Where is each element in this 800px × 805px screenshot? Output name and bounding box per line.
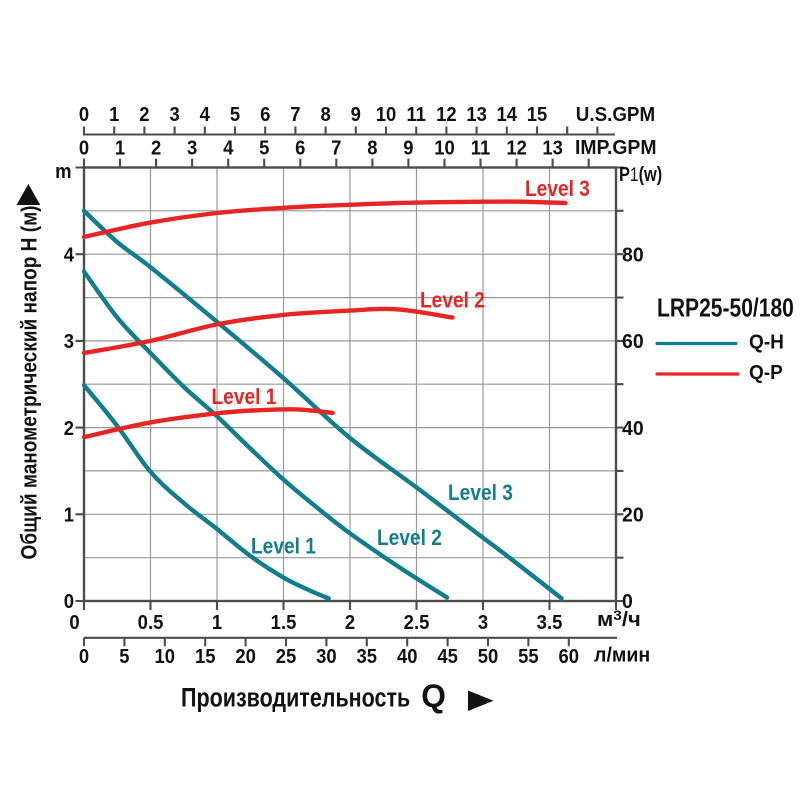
svg-text:Производительность: Производительность: [181, 683, 410, 713]
svg-text:10: 10: [434, 136, 455, 159]
svg-text:7: 7: [290, 103, 300, 126]
svg-text:0: 0: [79, 645, 89, 668]
svg-text:0: 0: [79, 136, 89, 159]
svg-text:1: 1: [212, 611, 222, 634]
svg-text:2: 2: [345, 611, 355, 634]
svg-text:40: 40: [622, 417, 644, 440]
svg-text:40: 40: [397, 645, 418, 668]
svg-text:3: 3: [478, 611, 488, 634]
svg-text:Q-H: Q-H: [749, 331, 784, 354]
svg-text:Level 2: Level 2: [377, 526, 442, 551]
svg-text:30: 30: [316, 645, 337, 668]
svg-text:Q: Q: [421, 678, 446, 714]
svg-text:0: 0: [622, 591, 633, 614]
svg-text:14: 14: [497, 103, 518, 126]
svg-text:6: 6: [260, 103, 270, 126]
svg-text:7: 7: [331, 136, 341, 159]
svg-text:5: 5: [230, 103, 240, 126]
svg-text:Level 1: Level 1: [251, 534, 316, 559]
svg-text:Level 3: Level 3: [525, 177, 590, 202]
svg-text:20: 20: [622, 504, 644, 527]
svg-text:5: 5: [259, 136, 269, 159]
svg-text:15: 15: [195, 645, 216, 668]
svg-text:8: 8: [320, 103, 330, 126]
svg-text:2.5: 2.5: [404, 611, 430, 634]
svg-text:м3/ч: м3/ч: [597, 609, 641, 631]
svg-text:U.S.GPM: U.S.GPM: [576, 103, 655, 126]
svg-text:9: 9: [403, 136, 413, 159]
svg-text:11: 11: [471, 136, 491, 159]
svg-text:13: 13: [466, 103, 487, 126]
svg-text:15: 15: [527, 103, 548, 126]
svg-text:60: 60: [622, 331, 644, 354]
svg-text:0.5: 0.5: [138, 611, 164, 634]
svg-text:80: 80: [622, 244, 644, 267]
svg-text:45: 45: [437, 645, 458, 668]
svg-text:LRP25-50/180: LRP25-50/180: [657, 295, 794, 324]
svg-text:Общий манометрический напор Н: Общий манометрический напор Н (м): [17, 206, 42, 560]
svg-text:3: 3: [187, 136, 197, 159]
svg-text:3.5: 3.5: [537, 611, 563, 634]
svg-text:Q-P: Q-P: [749, 361, 783, 384]
svg-text:1.5: 1.5: [271, 611, 297, 634]
svg-text:1: 1: [109, 103, 119, 126]
svg-text:4: 4: [200, 103, 210, 126]
svg-text:3: 3: [64, 330, 74, 353]
svg-text:25: 25: [276, 645, 297, 668]
svg-text:IMP.GPM: IMP.GPM: [575, 137, 657, 159]
svg-text:0: 0: [69, 611, 79, 634]
svg-text:6: 6: [295, 136, 305, 159]
svg-text:10: 10: [155, 645, 176, 668]
svg-text:л/мин: л/мин: [594, 644, 650, 666]
svg-text:4: 4: [64, 244, 74, 267]
svg-text:60: 60: [559, 645, 580, 668]
svg-text:35: 35: [357, 645, 378, 668]
svg-text:m: m: [55, 160, 71, 183]
svg-text:1: 1: [115, 136, 125, 159]
svg-text:11: 11: [406, 103, 426, 126]
svg-text:4: 4: [223, 136, 233, 159]
svg-text:1: 1: [64, 504, 74, 527]
svg-text:3: 3: [169, 103, 179, 126]
svg-text:12: 12: [436, 103, 457, 126]
svg-text:10: 10: [376, 103, 397, 126]
svg-text:Level 1: Level 1: [212, 385, 277, 410]
svg-text:2: 2: [139, 103, 149, 126]
svg-text:5: 5: [119, 645, 129, 668]
svg-text:13: 13: [542, 136, 563, 159]
svg-text:Level 2: Level 2: [420, 288, 485, 313]
svg-text:Level 3: Level 3: [448, 481, 513, 506]
svg-text:2: 2: [64, 417, 74, 440]
svg-text:55: 55: [518, 645, 539, 668]
svg-text:0: 0: [79, 103, 89, 126]
svg-text:20: 20: [235, 645, 256, 668]
svg-text:0: 0: [64, 590, 74, 613]
svg-text:50: 50: [478, 645, 499, 668]
svg-text:2: 2: [151, 136, 161, 159]
svg-text:9: 9: [351, 103, 361, 126]
svg-text:P1(w): P1(w): [619, 162, 662, 185]
svg-text:12: 12: [506, 136, 527, 159]
svg-text:8: 8: [367, 136, 377, 159]
